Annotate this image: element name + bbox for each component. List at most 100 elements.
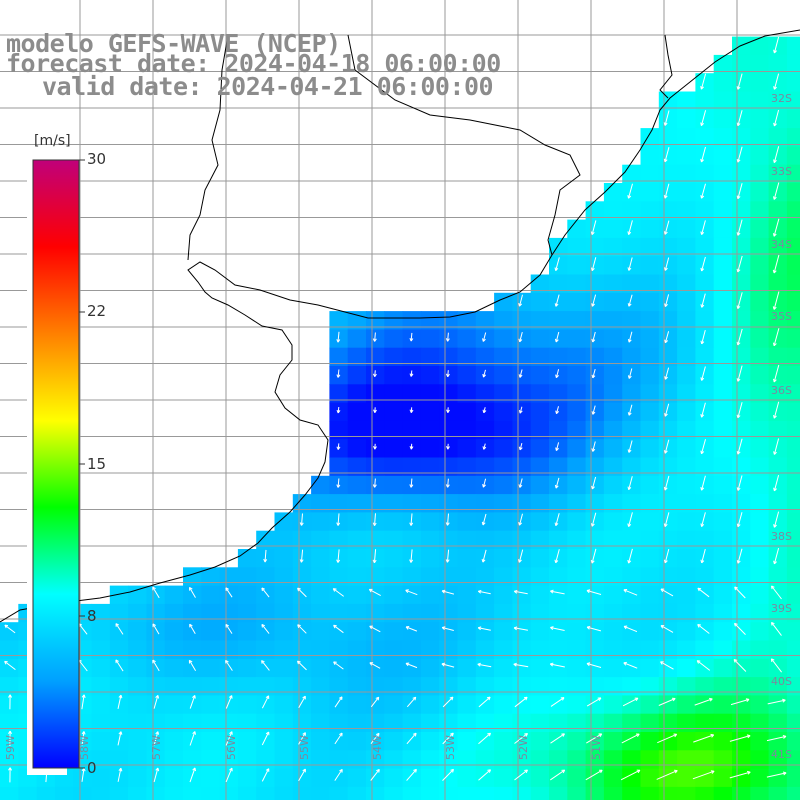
field-cell	[347, 384, 367, 404]
field-cell	[713, 256, 733, 276]
wind-arrow	[514, 696, 528, 708]
field-cell	[420, 457, 440, 477]
field-cell	[420, 475, 440, 495]
field-cell	[402, 549, 422, 568]
field-cell	[384, 366, 404, 385]
field-cell	[439, 549, 459, 568]
field-cell	[219, 622, 239, 642]
field-cell	[585, 329, 605, 349]
field-cell	[201, 622, 221, 642]
field-cell	[420, 366, 440, 385]
field-cell	[384, 329, 404, 349]
field-cell	[786, 732, 800, 751]
field-cell	[732, 713, 751, 733]
field-cell	[420, 439, 440, 459]
field-cell	[457, 622, 477, 642]
field-cell	[457, 603, 477, 623]
field-cell	[347, 786, 367, 800]
wind-arrow	[298, 695, 306, 709]
field-cell	[750, 36, 770, 56]
field-cell	[475, 567, 495, 587]
field-cell	[512, 347, 532, 367]
wind-arrow	[700, 329, 706, 345]
wind-arrow	[550, 626, 565, 631]
field-cell	[786, 128, 800, 147]
field-cell	[183, 622, 202, 642]
field-cell	[146, 750, 166, 770]
wind-arrow	[554, 257, 560, 271]
wind-arrow	[585, 769, 603, 781]
field-cell	[530, 768, 550, 788]
field-cell	[786, 274, 800, 294]
field-cell	[420, 329, 440, 349]
lon-label: 52W	[517, 735, 530, 760]
field-cell	[329, 347, 349, 367]
field-cell	[750, 384, 770, 404]
field-cell	[347, 512, 367, 532]
field-cell	[677, 256, 696, 276]
wind-arrow	[773, 109, 780, 127]
field-cell	[128, 695, 147, 715]
field-cell	[219, 768, 239, 788]
field-cell	[237, 585, 257, 605]
field-cell	[585, 585, 605, 605]
field-cell	[567, 695, 587, 715]
field-cell	[475, 732, 495, 751]
wind-arrow	[518, 331, 523, 343]
field-cell	[512, 292, 532, 312]
field-cell	[713, 91, 733, 111]
field-cell	[292, 750, 312, 770]
field-cell	[91, 750, 111, 770]
wind-arrow	[298, 768, 306, 782]
wind-arrow	[261, 587, 270, 598]
field-cell	[695, 494, 715, 513]
field-cell	[750, 585, 770, 605]
field-cell	[732, 567, 751, 587]
field-cell	[457, 750, 477, 770]
field-cell	[786, 219, 800, 239]
field-cell	[750, 567, 770, 587]
field-cell	[677, 128, 696, 147]
wind-arrow	[445, 478, 450, 488]
wind-arrow	[700, 366, 706, 381]
field-cell	[256, 567, 276, 587]
field-cell	[695, 457, 715, 477]
field-cell	[457, 549, 477, 568]
field-cell	[713, 347, 733, 367]
field-cell	[549, 494, 568, 513]
wind-arrow	[4, 624, 16, 634]
field-cell	[677, 585, 696, 605]
field-cell	[146, 640, 166, 660]
field-cell	[622, 384, 642, 404]
field-cell	[0, 732, 19, 751]
field-cell	[603, 219, 623, 239]
field-cell	[768, 109, 788, 129]
field-cell	[585, 549, 605, 568]
field-cell	[439, 658, 459, 678]
field-cell	[494, 457, 513, 477]
wind-arrow	[263, 549, 268, 563]
field-cell	[475, 402, 495, 422]
field-cell	[622, 292, 642, 312]
field-cell	[732, 530, 751, 550]
field-cell	[457, 677, 477, 696]
field-cell	[311, 567, 330, 587]
wind-arrow	[477, 626, 491, 631]
field-cell	[640, 786, 660, 800]
field-cell	[603, 677, 623, 696]
field-cell	[475, 329, 495, 349]
field-cell	[457, 402, 477, 422]
field-cell	[549, 512, 568, 532]
field-cell	[530, 585, 550, 605]
field-cell	[585, 201, 605, 221]
field-cell	[347, 695, 367, 715]
field-cell	[530, 658, 550, 678]
field-cell	[512, 567, 532, 587]
lon-label: 57W	[150, 735, 163, 760]
wind-arrow	[336, 406, 341, 414]
field-cell	[786, 311, 800, 330]
field-cell	[128, 603, 147, 623]
wind-arrow	[446, 407, 450, 413]
field-cell	[494, 677, 513, 696]
field-cell	[713, 603, 733, 623]
